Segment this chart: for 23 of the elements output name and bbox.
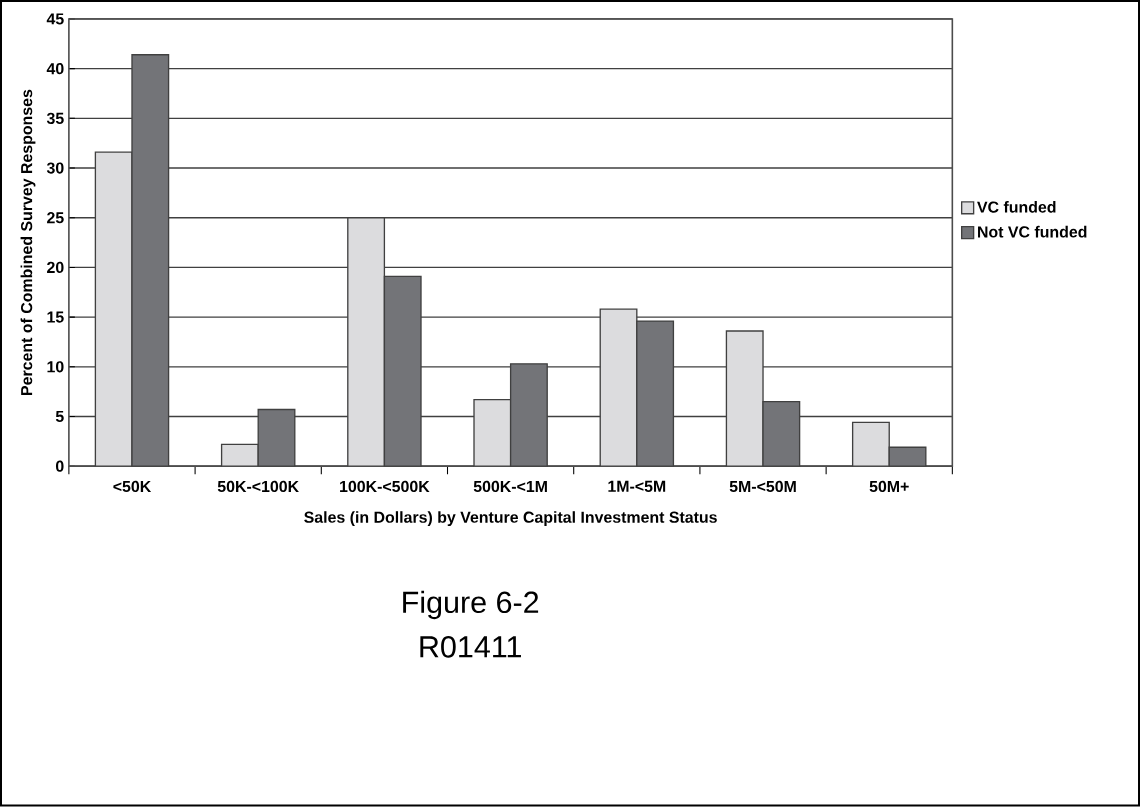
y-tick-label: 20	[47, 261, 64, 274]
y-axis-title: Percent of Combined Survey Responses	[20, 90, 36, 396]
x-tick-label: 5M-<50M	[729, 481, 796, 493]
x-tick-label: 50M+	[869, 481, 909, 493]
text: R01411	[420, 636, 521, 658]
y-tick-label: 40	[46, 63, 64, 75]
x-tick-label: <50K	[113, 481, 152, 493]
y-tick-label: 5	[55, 411, 64, 423]
x-tick-label: 50K-<100K	[217, 481, 299, 493]
legend-label: Not VC funded	[978, 226, 1087, 238]
y-tick-label: 30	[46, 162, 64, 174]
y-tick-label: 25	[47, 212, 64, 224]
y-tick-label: 10	[47, 361, 64, 373]
y-tick-label: 35	[46, 112, 64, 125]
x-tick-label: 500K-<1M	[473, 481, 547, 493]
caption: Figure 6-2	[403, 590, 539, 620]
x-tick-label: 1M-<5M	[608, 481, 666, 493]
y-tick-label: 15	[47, 311, 64, 323]
y-tick-label: 0	[55, 460, 64, 472]
x-tick-label: 100K-<500K	[340, 481, 430, 493]
legend-label: VC funded	[977, 201, 1056, 213]
y-tick-label: 45	[46, 13, 64, 25]
x-axis-title: Sales (in Dollars) by Venture Capital Investment Status	[304, 511, 717, 527]
